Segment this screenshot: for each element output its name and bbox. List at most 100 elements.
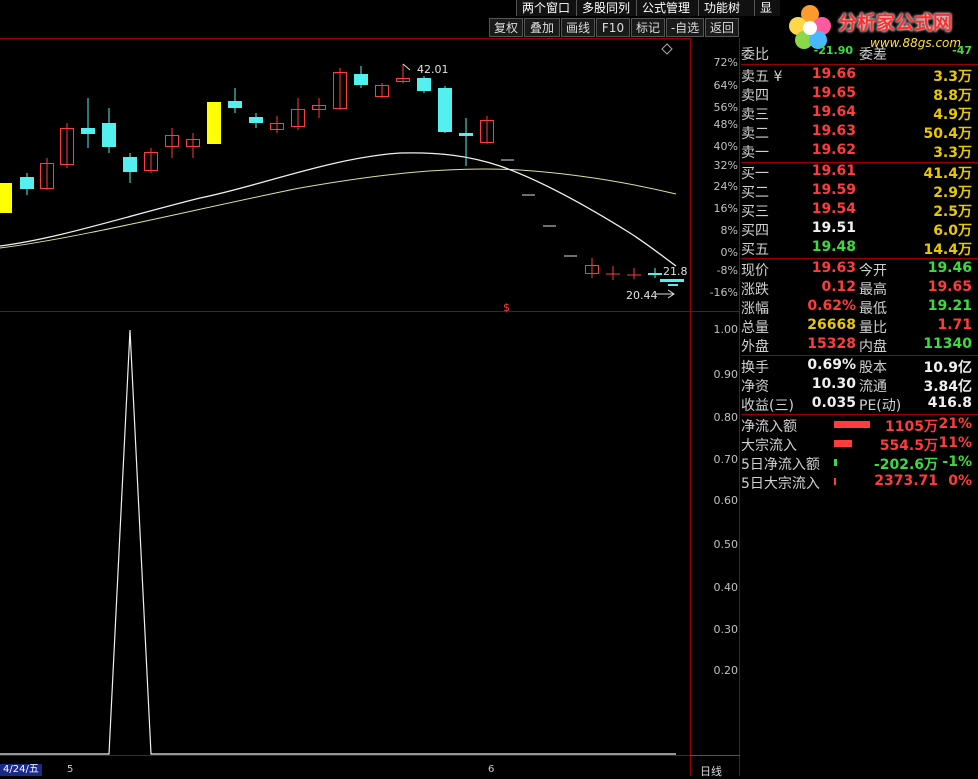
bid-row[interactable]: 买五 19.48 14.4万	[741, 239, 978, 258]
flow-value: -202.6万	[873, 457, 938, 473]
candle	[396, 78, 410, 82]
ask-row[interactable]: 卖四 19.65 8.8万	[741, 85, 978, 104]
stat-row: 外盘 15328 内盘 11340	[741, 336, 978, 355]
flow-label: 大宗流入	[741, 438, 797, 454]
stat-label: 量比	[859, 320, 887, 336]
ask-label: 卖二	[741, 126, 769, 142]
period-tab[interactable]: 日线	[700, 765, 722, 778]
mark-button[interactable]: 标记	[631, 18, 665, 37]
site-logo: 分析家公式网 www.88gs.com	[780, 0, 978, 52]
ask-row[interactable]: 卖二 19.63 50.4万	[741, 123, 978, 142]
pct-tick: 64%	[713, 79, 738, 92]
ma-short-line	[0, 152, 677, 267]
indicator-tick: 0.60	[713, 494, 739, 507]
stat-value: 19.65	[927, 279, 972, 295]
dollar-marker: $	[503, 301, 510, 314]
weibi-value: -21.90	[813, 44, 853, 57]
draw-line-button[interactable]: 画线	[561, 18, 595, 37]
stat-label: 现价	[741, 263, 769, 279]
stat-label: 外盘	[741, 339, 769, 355]
flow-percent: 11%	[938, 435, 972, 451]
high-price-label: 42.01	[417, 63, 449, 76]
candle	[123, 157, 137, 172]
back-button[interactable]: 返回	[705, 18, 739, 37]
menu-display[interactable]: 显	[754, 0, 780, 16]
remove-watchlist-button[interactable]: -自选	[666, 18, 704, 37]
bid-volume: 41.4万	[923, 166, 972, 182]
fundamental-value: 3.84亿	[923, 379, 972, 395]
fundamental-label: 流通	[859, 379, 887, 395]
bid-volume: 6.0万	[933, 223, 972, 239]
date-cursor-label: 4/24/五	[0, 764, 42, 776]
ask-price: 19.66	[811, 66, 856, 82]
flower-logo-icon	[789, 5, 831, 49]
flow-percent: 21%	[938, 416, 972, 432]
flow-bar	[834, 440, 852, 447]
menu-function-tree[interactable]: 功能树	[698, 0, 754, 16]
ask-volume: 3.3万	[933, 145, 972, 161]
ask-label: 卖五 ¥	[741, 69, 783, 85]
menu-multi-stock[interactable]: 多股同列	[576, 0, 636, 16]
candle	[144, 152, 158, 171]
fundamental-row: 净资 10.30 流通 3.84亿	[741, 376, 978, 395]
indicator-tick: 1.00	[713, 323, 739, 336]
high-arrow-icon	[402, 63, 411, 71]
stat-value: 19.46	[927, 260, 972, 276]
stat-label: 涨幅	[741, 301, 769, 317]
indicator-tick: 0.90	[713, 368, 739, 381]
restore-rights-button[interactable]: 复权	[489, 18, 523, 37]
candle	[40, 163, 54, 189]
pct-tick: -8%	[716, 264, 738, 277]
bid-row[interactable]: 买四 19.51 6.0万	[741, 220, 978, 239]
bid-volume: 2.5万	[933, 204, 972, 220]
ask-row[interactable]: 卖三 19.64 4.9万	[741, 104, 978, 123]
bid-volume: 14.4万	[923, 242, 972, 258]
flow-percent: -1%	[942, 454, 972, 470]
ask-row[interactable]: 卖一 19.62 3.3万	[741, 142, 978, 161]
stat-label: 总量	[741, 320, 769, 336]
flow-row: 大宗流入 554.5万 11%	[741, 435, 978, 454]
menu-two-windows[interactable]: 两个窗口	[516, 0, 576, 16]
indicator-tick: 0.30	[713, 623, 739, 636]
stat-row: 涨跌 0.12 最高 19.65	[741, 279, 978, 298]
indicator-tick: 0.70	[713, 453, 739, 466]
flow-label: 5日净流入额	[741, 457, 820, 473]
fundamental-value: 0.69%	[807, 357, 856, 373]
candle	[102, 123, 116, 147]
bid-row[interactable]: 买三 19.54 2.5万	[741, 201, 978, 220]
ask-volume: 8.8万	[933, 88, 972, 104]
price-axis: 72% 64% 56% 48% 40% 32% 24% 16% 8% 0% -8…	[700, 0, 738, 776]
overlay-button[interactable]: 叠加	[524, 18, 560, 37]
stat-value: 11340	[923, 336, 972, 352]
ask-row[interactable]: 卖五 ¥ 19.66 3.3万	[741, 66, 978, 85]
month-label: 5	[67, 764, 74, 775]
candle	[417, 78, 431, 91]
fundamental-label: 股本	[859, 360, 887, 376]
ask-label: 卖三	[741, 107, 769, 123]
ask-volume: 4.9万	[933, 107, 972, 123]
bid-row[interactable]: 买二 19.59 2.9万	[741, 182, 978, 201]
menu-formula-manage[interactable]: 公式管理	[636, 0, 698, 16]
f10-button[interactable]: F10	[596, 18, 630, 37]
indicator-tick: 0.80	[713, 411, 739, 424]
candle	[668, 284, 678, 286]
fundamental-row: 换手 0.69% 股本 10.9亿	[741, 357, 978, 376]
flow-bar	[834, 459, 837, 466]
bid-label: 买三	[741, 204, 769, 220]
bid-price: 19.51	[811, 220, 856, 236]
candle	[60, 128, 74, 165]
chart-diamond-icon	[661, 43, 673, 55]
stat-value: 15328	[807, 336, 856, 352]
bid-row[interactable]: 买一 19.61 41.4万	[741, 163, 978, 182]
ask-price: 19.62	[811, 142, 856, 158]
ask-volume: 50.4万	[923, 126, 972, 142]
pct-tick: 16%	[713, 202, 738, 215]
stat-label: 最低	[859, 301, 887, 317]
ask-price: 19.64	[811, 104, 856, 120]
stat-row: 现价 19.63 今开 19.46	[741, 260, 978, 279]
bid-label: 买一	[741, 166, 769, 182]
bid-volume: 2.9万	[933, 185, 972, 201]
ask-volume: 3.3万	[933, 69, 972, 85]
bid-label: 买二	[741, 185, 769, 201]
candle	[270, 123, 284, 130]
